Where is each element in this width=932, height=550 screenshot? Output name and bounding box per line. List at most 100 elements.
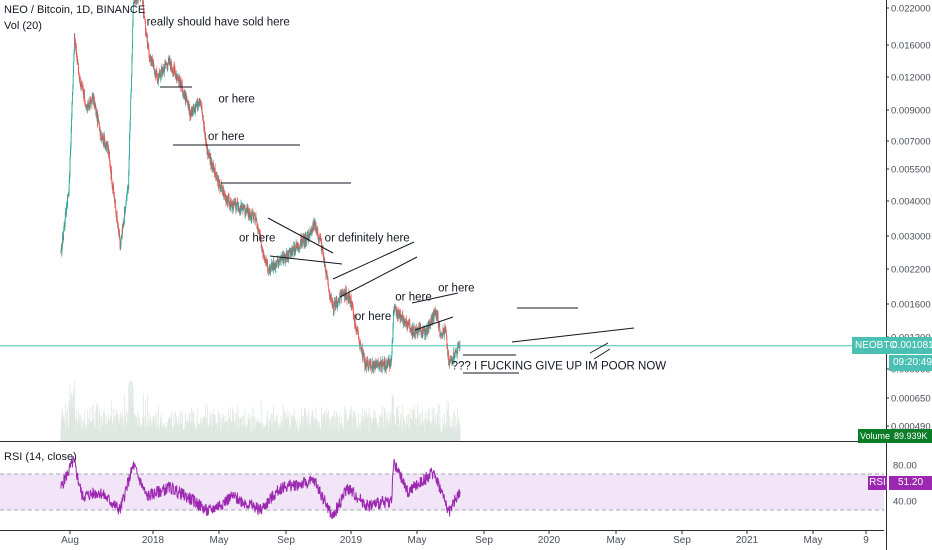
candle-body — [433, 311, 435, 319]
volume-bar — [384, 412, 386, 441]
candle-body — [208, 152, 209, 155]
volume-bar — [439, 417, 441, 441]
y-tick-label: 0.022000 — [891, 4, 931, 15]
candle-body — [80, 82, 82, 87]
volume-bar — [90, 423, 92, 441]
candle-body — [93, 95, 95, 106]
candle-body — [408, 323, 410, 326]
candle-body — [85, 107, 87, 108]
trendline — [411, 292, 459, 304]
candle-body — [368, 360, 370, 369]
candle-body — [326, 270, 328, 272]
volume-bar — [182, 412, 184, 441]
rsi-badge-label: RSI — [868, 476, 887, 490]
candle-body — [402, 317, 404, 324]
y-tick-label: 0.009000 — [891, 106, 931, 117]
volume-bar — [193, 411, 195, 441]
candle-body — [185, 95, 187, 98]
x-tick-label: Sep — [277, 535, 295, 546]
candle-body — [291, 249, 293, 255]
candle-body — [400, 313, 401, 316]
candle-body — [68, 191, 70, 193]
candle-body — [98, 120, 100, 123]
candle-body — [168, 58, 170, 61]
candle-body — [329, 290, 330, 296]
candle-body — [123, 222, 124, 224]
candle-body — [255, 217, 257, 221]
volume-bar — [235, 412, 237, 441]
candle-body — [247, 208, 249, 216]
candle-body — [164, 68, 165, 72]
candle-body — [203, 120, 205, 127]
candle-body — [353, 314, 355, 316]
volume-bar — [171, 411, 172, 441]
annotation-label: ??? I FUCKING GIVE UP IM POOR NOW — [452, 361, 667, 373]
candle-body — [302, 239, 304, 243]
candle-body — [232, 202, 234, 210]
candle-body — [409, 323, 410, 325]
candle-body — [219, 181, 221, 190]
candle-body — [359, 344, 361, 346]
candle-body — [348, 294, 350, 299]
candle-body — [296, 246, 298, 248]
candle-body — [217, 179, 219, 181]
candle-body — [186, 97, 188, 101]
volume-bar — [344, 409, 346, 441]
candle-body — [250, 216, 252, 219]
candle-body — [298, 247, 300, 249]
candle-body — [162, 68, 164, 72]
candle-body — [434, 310, 436, 313]
candle-body — [324, 258, 326, 267]
candle-body — [215, 174, 216, 177]
candle-body — [167, 62, 169, 66]
candle-body — [398, 312, 399, 319]
y-tick-label: 0.000490 — [891, 422, 931, 433]
candle-body — [264, 259, 266, 261]
y-tick-label: 0.004000 — [891, 197, 931, 208]
candle-body — [367, 360, 369, 366]
candle-body — [423, 329, 425, 335]
candle-body — [205, 134, 207, 143]
candle-body — [453, 351, 455, 359]
candle-body — [437, 314, 439, 323]
candle-body — [91, 101, 92, 102]
candle-body — [86, 106, 88, 108]
candle-body — [459, 345, 461, 349]
y-tick-label: 0.012000 — [891, 73, 931, 84]
candle-body — [364, 359, 366, 367]
candle-body — [77, 63, 79, 71]
candle-body — [355, 326, 357, 328]
candle-body — [390, 360, 392, 363]
volume-bar — [328, 410, 330, 441]
candle-body — [254, 216, 256, 222]
volume-bar — [133, 416, 135, 441]
candle-body — [390, 362, 392, 366]
volume-bar — [417, 419, 419, 441]
candle-body — [132, 12, 134, 26]
candle-body — [106, 141, 108, 146]
x-tick-label: Sep — [673, 535, 691, 546]
candle-body — [148, 48, 150, 55]
candle-body — [202, 113, 203, 117]
candle-body — [246, 209, 248, 211]
candle-body — [122, 222, 124, 228]
candle-body — [190, 108, 192, 116]
volume-bar — [297, 418, 299, 441]
candle-body — [115, 202, 117, 209]
candle-body — [395, 307, 397, 308]
volume-bar — [457, 408, 458, 441]
candle-body — [430, 317, 432, 321]
candle-body — [362, 353, 364, 358]
candle-body — [111, 170, 113, 182]
candle-body — [386, 364, 387, 369]
candle-body — [113, 192, 115, 197]
candle-body — [88, 105, 90, 109]
candle-body — [69, 157, 71, 176]
candle-body — [263, 255, 265, 257]
candle-body — [190, 111, 191, 116]
candle-body — [329, 294, 331, 298]
candle-body — [379, 361, 381, 367]
candle-body — [110, 167, 111, 170]
candle-body — [292, 254, 293, 255]
